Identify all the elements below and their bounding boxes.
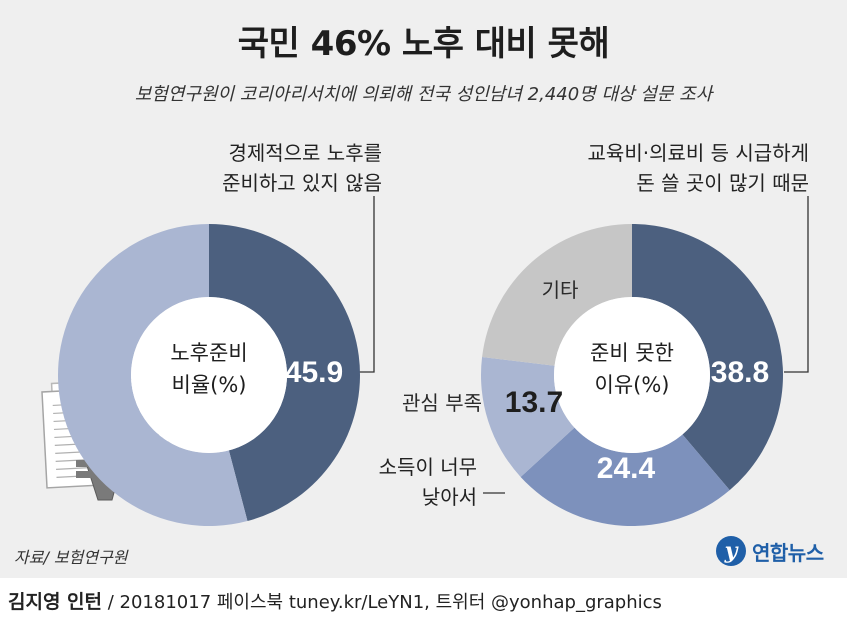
credit-author: 김지영 인턴 bbox=[8, 591, 103, 613]
center-label-left-line2: 비율(%) bbox=[172, 373, 247, 397]
annotation-expenses: 교육비·의료비 등 시급하게 돈 쓸 곳이 많기 때문 bbox=[588, 138, 809, 198]
annotation-expenses-line1: 교육비·의료비 등 시급하게 bbox=[587, 141, 809, 165]
value-label-lack-interest: 13.7 bbox=[505, 386, 563, 419]
value-label-low-income: 24.4 bbox=[597, 452, 656, 485]
subtitle: 보험연구원이 코리아리서치에 의뢰해 전국 성인남녀 2,440명 대상 설문 … bbox=[134, 84, 713, 105]
slice-label-other: 기타 bbox=[542, 278, 579, 302]
donut-chart-readiness bbox=[57, 224, 360, 526]
value-label-expenses: 38.8 bbox=[711, 356, 769, 389]
donut-chart-reasons bbox=[481, 224, 783, 526]
center-label-right-line2: 이유(%) bbox=[595, 373, 670, 397]
annotation-not-prepared: 경제적으로 노후를 준비하고 있지 않음 bbox=[222, 138, 382, 198]
annotation-not-prepared-line1: 경제적으로 노후를 bbox=[228, 141, 382, 165]
readiness-slice-1 bbox=[57, 224, 248, 526]
reasons-slice-2 bbox=[481, 357, 575, 477]
slice-label-lack-interest: 관심 부족 bbox=[402, 391, 482, 415]
graphic-panel: 국민 46% 노후 대비 못해 보험연구원이 코리아리서치에 의뢰해 전국 성인… bbox=[0, 0, 847, 578]
logo-text: 연합뉴스 bbox=[752, 540, 824, 565]
readiness-center-hole bbox=[131, 297, 287, 453]
yonhap-logo: y 연합뉴스 bbox=[716, 534, 824, 568]
reasons-slice-3 bbox=[482, 224, 632, 366]
leader-line-left bbox=[357, 196, 375, 373]
center-label-right-line1: 준비 못한 bbox=[590, 341, 674, 365]
annotation-low-income: 소득이 너무 낮아서 bbox=[379, 452, 477, 512]
annotation-not-prepared-line2: 준비하고 있지 않음 bbox=[222, 171, 382, 195]
source-note: 자료/ 보험연구원 bbox=[14, 548, 128, 567]
reasons-slice-1 bbox=[520, 427, 730, 526]
reasons-center-hole bbox=[554, 297, 710, 453]
credit-details: / 20181017 페이스북 tuney.kr/LeYN1, 트위터 @yon… bbox=[102, 592, 662, 613]
logo-mark-icon: y bbox=[716, 536, 746, 566]
value-label-not-prepared: 45.9 bbox=[285, 356, 343, 389]
charts-canvas: 45.9 38.8 24.4 13.7 노후준비 비율(%) 준비 못한 이유(… bbox=[41, 196, 809, 526]
leader-line-right bbox=[784, 196, 809, 373]
annotation-low-income-line2: 낮아서 bbox=[421, 485, 477, 509]
readiness-slice-0 bbox=[209, 224, 360, 522]
credit-line: 김지영 인턴 / 20181017 페이스북 tuney.kr/LeYN1, 트… bbox=[8, 587, 662, 614]
footer: 김지영 인턴 / 20181017 페이스북 tuney.kr/LeYN1, 트… bbox=[0, 578, 847, 620]
reasons-slice-0 bbox=[632, 224, 783, 491]
annotation-expenses-line2: 돈 쓸 곳이 많기 때문 bbox=[636, 171, 809, 195]
center-label-left-line1: 노후준비 bbox=[170, 341, 247, 365]
page-title: 국민 46% 노후 대비 못해 bbox=[237, 24, 610, 64]
annotation-low-income-line1: 소득이 너무 bbox=[378, 455, 477, 479]
